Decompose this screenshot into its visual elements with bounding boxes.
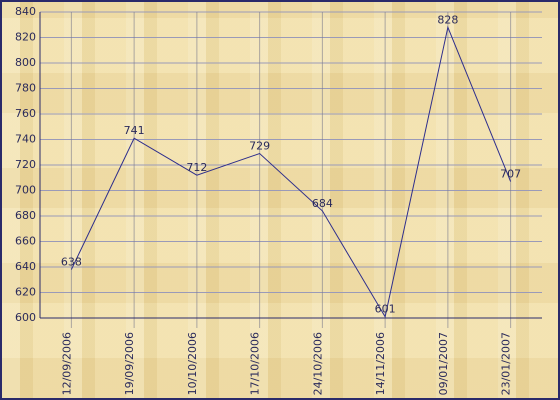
value-label: 741 <box>124 124 145 137</box>
x-tick-label: 19/09/2006 <box>123 332 136 395</box>
x-tick-label: 23/01/2007 <box>500 332 513 395</box>
x-tick-label: 14/11/2006 <box>374 332 387 395</box>
x-tick-label: 12/09/2006 <box>60 332 73 395</box>
y-tick-label: 680 <box>15 209 36 222</box>
y-tick-label: 720 <box>15 158 36 171</box>
y-tick-label: 700 <box>15 184 36 197</box>
y-tick-label: 800 <box>15 56 36 69</box>
y-tick-label: 760 <box>15 107 36 120</box>
y-tick-label: 780 <box>15 82 36 95</box>
value-label: 601 <box>375 303 396 316</box>
value-label: 638 <box>61 256 82 269</box>
value-label: 707 <box>500 168 521 181</box>
y-tick-label: 600 <box>15 311 36 324</box>
y-tick-label: 620 <box>15 286 36 299</box>
y-tick-label: 740 <box>15 133 36 146</box>
x-tick-label: 10/10/2006 <box>186 332 199 395</box>
x-tick-label: 17/10/2006 <box>249 332 262 395</box>
y-tick-label: 820 <box>15 31 36 44</box>
y-tick-label: 640 <box>15 260 36 273</box>
line <box>70 25 512 319</box>
value-label: 712 <box>186 161 207 174</box>
value-label: 828 <box>437 13 458 26</box>
value-label: 684 <box>312 197 333 210</box>
x-tick-label: 09/01/2007 <box>437 332 450 395</box>
x-tick-label: 24/10/2006 <box>311 332 324 395</box>
y-tick-label: 660 <box>15 235 36 248</box>
value-label: 729 <box>249 140 270 153</box>
y-tick-label: 840 <box>15 5 36 18</box>
